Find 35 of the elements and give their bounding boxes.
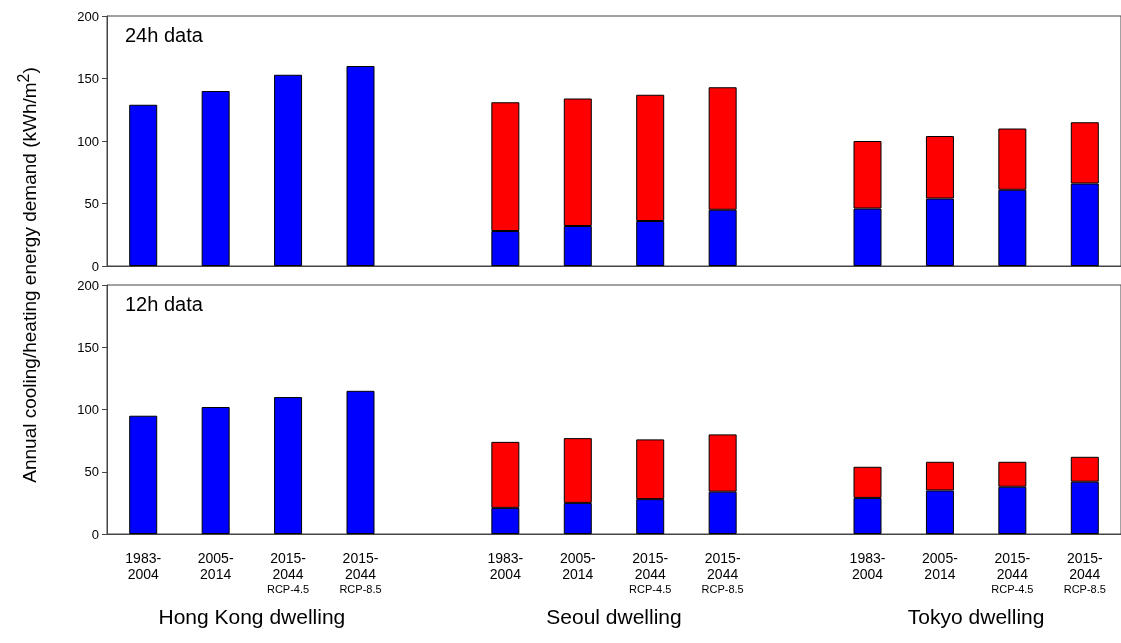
bar	[201, 407, 230, 534]
x-tick-label: 2005- 2014	[922, 550, 959, 582]
chart-title: 24h data	[125, 24, 204, 46]
x-tick-label: 2015- 2044 RCP-8.5	[701, 550, 744, 595]
bar	[129, 104, 158, 266]
y-tick-label: 0	[91, 526, 99, 542]
x-tick-label: 1983- 2004	[849, 550, 886, 582]
chart-title: 12h data	[125, 293, 204, 315]
y-tick-label: 200	[77, 277, 99, 293]
bar	[274, 397, 303, 534]
x-tick-label: 1983- 2004	[125, 550, 162, 582]
text: Hong Kong dwelling	[158, 605, 346, 628]
text: Tokyo dwelling	[907, 605, 1045, 628]
bar	[346, 390, 375, 534]
y-tick-label: 50	[84, 196, 99, 211]
y-tick-label: 200	[77, 8, 99, 24]
y-tick-label: 100	[77, 402, 99, 417]
bar	[201, 91, 230, 266]
text: Seoul dwelling	[546, 605, 682, 628]
y-tick-label: 150	[77, 339, 99, 355]
x-tick-label: 2015- 2044 RCP-8.5	[339, 550, 382, 595]
x-tick-label: 2015- 2044 RCP-4.5	[266, 550, 310, 595]
y-tick-label: 0	[91, 258, 99, 274]
y-tick-label: 50	[84, 464, 99, 480]
y-tick-label: 100	[77, 133, 99, 149]
y-tick-label: 150	[77, 71, 99, 86]
x-tick-label: 2015- 2044 RCP-4.5	[629, 550, 672, 595]
x-tick-label: 2005- 2014	[559, 550, 597, 582]
x-tick-label: 1983- 2004	[487, 550, 524, 582]
x-tick-label: 2015- 2044 RCP-4.5	[991, 550, 1034, 595]
bar	[346, 66, 375, 266]
bar	[129, 415, 158, 534]
x-tick-label: 2015- 2044 RCP-8.5	[1063, 550, 1106, 595]
bar	[274, 74, 303, 266]
x-tick-label: 2005- 2014	[197, 550, 234, 582]
